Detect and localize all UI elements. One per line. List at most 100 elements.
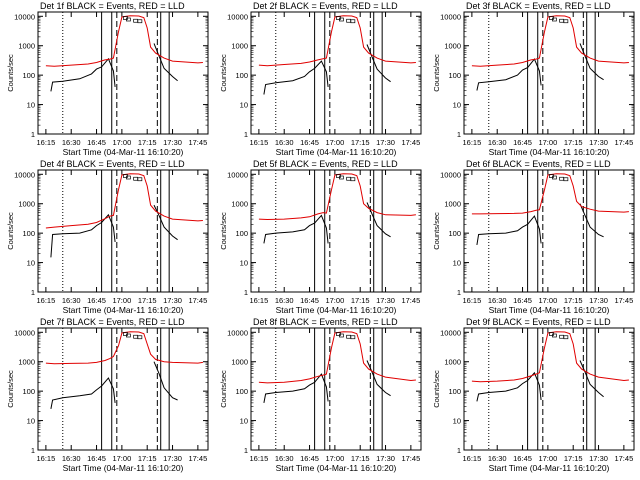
x-tick-label: 17:15 (564, 138, 583, 147)
x-tick-label: 17:30 (163, 454, 182, 463)
y-tick-label: 10000 (14, 170, 35, 179)
x-tick-label: 16:45 (87, 454, 106, 463)
x-tick-label: 16:45 (87, 138, 106, 147)
x-tick-label: 16:45 (300, 138, 319, 147)
x-tick-label: 17:45 (188, 138, 207, 147)
x-tick-label: 17:45 (401, 454, 420, 463)
y-tick-label: 100 (235, 229, 248, 238)
attenuator-flag (559, 18, 564, 23)
x-tick-label: 17:45 (614, 296, 633, 305)
plot-frame (250, 11, 422, 135)
lld-series-line (471, 173, 629, 215)
x-tick-label: 17:45 (188, 296, 207, 305)
x-tick-label: 16:30 (62, 138, 81, 147)
y-axis-label: Counts/sec (6, 212, 15, 250)
lld-series-line (45, 331, 203, 365)
panel-title: Det 3f BLACK = Events, RED = LLD (466, 1, 611, 11)
attenuator-flag (563, 177, 569, 182)
x-tick-label: 17:30 (376, 454, 395, 463)
y-tick-label: 10 (27, 417, 35, 426)
y-tick-label: 1 (31, 130, 35, 139)
lld-series-line (258, 173, 416, 221)
panel-title: Det 4f BLACK = Events, RED = LLD (40, 159, 185, 169)
plot-frame (37, 327, 209, 451)
y-tick-label: 10000 (227, 328, 248, 337)
x-tick-label: 17:15 (564, 296, 583, 305)
x-tick-label: 16:15 (462, 454, 481, 463)
attenuator-flag (133, 176, 138, 181)
x-axis-label: Start Time (04-Mar-11 16:10:20) (489, 305, 610, 315)
y-tick-label: 1000 (231, 42, 248, 51)
y-tick-label: 10000 (227, 170, 248, 179)
lld-series-line (45, 173, 203, 229)
x-tick-label: 17:15 (351, 296, 370, 305)
y-tick-label: 10000 (14, 328, 35, 337)
x-tick-label: 17:00 (112, 296, 131, 305)
lld-series-line (258, 15, 416, 67)
x-tick-label: 17:00 (112, 454, 131, 463)
detector-panel: Det 8f BLACK = Events, RED = LLD 1 10 100 10… (219, 317, 422, 473)
x-tick-label: 17:30 (589, 138, 608, 147)
y-tick-label: 10 (453, 259, 461, 268)
panel-title: Det 5f BLACK = Events, RED = LLD (253, 159, 398, 169)
panel-title: Det 2f BLACK = Events, RED = LLD (253, 1, 398, 11)
y-tick-label: 1 (244, 288, 248, 297)
y-axis-label: Counts/sec (219, 54, 228, 92)
x-tick-label: 16:30 (62, 296, 81, 305)
x-tick-label: 16:45 (513, 454, 532, 463)
x-tick-label: 16:15 (249, 454, 268, 463)
detector-panel: Det 5f BLACK = Events, RED = LLD 1 10 100 10… (219, 159, 422, 315)
events-series-line (50, 361, 178, 409)
y-tick-label: 100 (448, 229, 461, 238)
y-axis-label: Counts/sec (432, 54, 441, 92)
x-tick-label: 16:45 (87, 296, 106, 305)
y-tick-label: 1000 (231, 358, 248, 367)
y-tick-label: 10 (240, 101, 248, 110)
attenuator-flag (137, 19, 143, 24)
x-tick-label: 16:30 (488, 296, 507, 305)
detector-panel: Det 7f BLACK = Events, RED = LLD 1 10 100 10… (6, 317, 209, 473)
x-tick-label: 16:15 (462, 138, 481, 147)
detector-panel: Det 9f BLACK = Events, RED = LLD 1 10 100 10… (432, 317, 635, 473)
attenuator-flag (346, 334, 351, 339)
events-series-line (476, 43, 604, 91)
y-tick-label: 10000 (440, 328, 461, 337)
y-tick-label: 1 (244, 446, 248, 455)
x-axis-label: Start Time (04-Mar-11 16:10:20) (63, 147, 184, 157)
x-tick-label: 16:45 (513, 138, 532, 147)
events-series-line (263, 44, 391, 95)
y-tick-label: 1 (457, 446, 461, 455)
plot-frame (37, 169, 209, 293)
y-tick-label: 100 (448, 71, 461, 80)
attenuator-flag (559, 176, 564, 181)
attenuator-flag (346, 176, 351, 181)
detector-panel: Det 6f BLACK = Events, RED = LLD 1 10 100 10… (432, 159, 635, 315)
x-tick-label: 17:00 (325, 454, 344, 463)
x-tick-label: 16:45 (300, 454, 319, 463)
x-tick-label: 16:15 (462, 296, 481, 305)
attenuator-flag (346, 18, 351, 23)
x-tick-label: 17:15 (138, 454, 157, 463)
attenuator-flag (350, 19, 356, 24)
y-tick-label: 100 (22, 229, 35, 238)
lld-series-line (471, 15, 629, 67)
x-tick-label: 16:30 (488, 454, 507, 463)
attenuator-flag (552, 17, 557, 22)
plot-frame (250, 327, 422, 451)
events-series-line (476, 360, 604, 402)
y-axis-label: Counts/sec (219, 212, 228, 250)
x-tick-label: 17:30 (589, 454, 608, 463)
plot-frame (463, 327, 635, 451)
x-tick-label: 17:00 (538, 454, 557, 463)
y-tick-label: 1000 (444, 42, 461, 51)
y-axis-label: Counts/sec (432, 370, 441, 408)
attenuator-flag (350, 177, 356, 182)
attenuator-flag (126, 17, 131, 22)
x-tick-label: 17:30 (589, 296, 608, 305)
x-tick-label: 17:15 (564, 454, 583, 463)
attenuator-flag (563, 19, 569, 24)
x-tick-label: 17:00 (538, 138, 557, 147)
x-tick-label: 17:30 (163, 296, 182, 305)
